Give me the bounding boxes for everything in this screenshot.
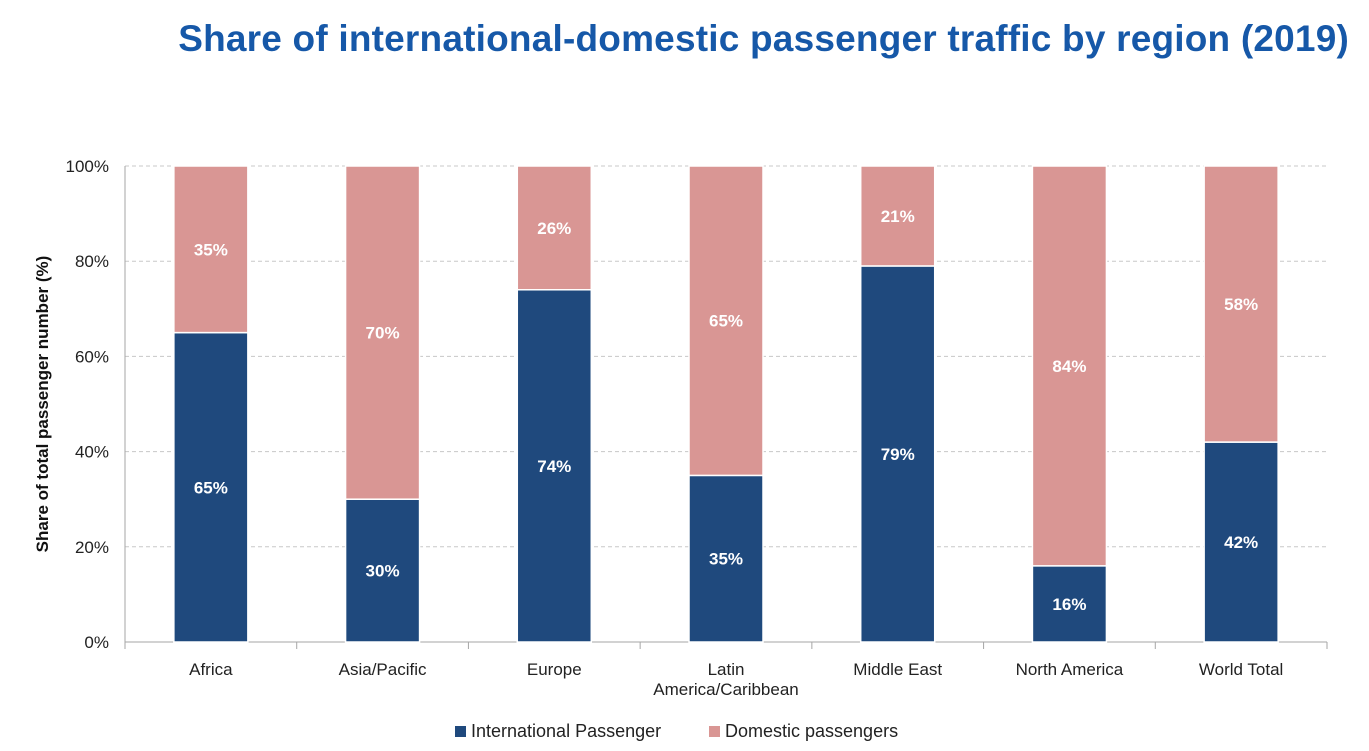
- bar-domestic: [1203, 165, 1279, 443]
- x-tick-label: Middle East: [853, 660, 942, 679]
- bar-domestic: [859, 165, 936, 267]
- data-label: 74%: [537, 457, 571, 476]
- data-label: 70%: [366, 324, 400, 343]
- chart-title: Share of international-domestic passenge…: [178, 18, 1349, 59]
- y-axis-title: Share of total passenger number (%): [33, 256, 52, 553]
- x-tick-label-line: North America: [1016, 660, 1124, 679]
- bar-domestic: [516, 165, 593, 291]
- data-label: 79%: [881, 445, 915, 464]
- bar-domestic: [688, 165, 764, 477]
- bars: [173, 165, 1279, 643]
- legend-label: Domestic passengers: [725, 721, 898, 741]
- legend-swatch: [709, 726, 720, 737]
- legend-label: International Passenger: [471, 721, 661, 741]
- x-tick-label: Africa: [189, 660, 233, 679]
- legend: International Passenger Domestic passenge…: [455, 721, 898, 741]
- bar-domestic: [1031, 165, 1108, 567]
- bar-domestic: [344, 165, 421, 500]
- bar-international: [1203, 441, 1279, 643]
- gridlines: [125, 165, 1327, 548]
- bar-international: [859, 265, 936, 643]
- data-label: 26%: [537, 219, 571, 238]
- y-tick-label: 60%: [75, 347, 109, 366]
- x-tick-label-line: Africa: [189, 660, 233, 679]
- bar-international: [344, 498, 421, 643]
- data-label: 30%: [366, 562, 400, 581]
- y-tick-label: 20%: [75, 538, 109, 557]
- y-tick-label: 100%: [66, 157, 109, 176]
- x-tick-label-line: Middle East: [853, 660, 942, 679]
- legend-swatch: [455, 726, 466, 737]
- x-tick-label-line: America/Caribbean: [653, 680, 799, 699]
- data-label: 35%: [194, 240, 228, 259]
- axes: 0% 20% 40% 60% 80% 100% Share of total passeng…: [33, 157, 1328, 699]
- bar-international: [173, 331, 249, 643]
- x-tick-label: Asia/Pacific: [339, 660, 427, 679]
- x-tick-label-line: Asia/Pacific: [339, 660, 427, 679]
- x-tick-label-line: Europe: [527, 660, 582, 679]
- y-tick-label: 40%: [75, 443, 109, 462]
- y-tick-label: 80%: [75, 252, 109, 271]
- x-tick-label: World Total: [1199, 660, 1283, 679]
- bar-international: [1031, 565, 1108, 643]
- data-label: 21%: [881, 207, 915, 226]
- x-tick-label: Europe: [527, 660, 582, 679]
- data-label: 84%: [1052, 357, 1086, 376]
- x-tick-label-line: Latin: [708, 660, 745, 679]
- bar-domestic: [173, 165, 249, 334]
- x-tick-label: North America: [1016, 660, 1124, 679]
- data-label: 35%: [709, 550, 743, 569]
- data-label: 65%: [194, 478, 228, 497]
- x-tick-label: Latin America/Caribbean: [653, 660, 799, 699]
- bar-international: [688, 474, 764, 643]
- bar-international: [516, 289, 593, 643]
- x-tick-label-line: World Total: [1199, 660, 1283, 679]
- data-labels: 65% 35% 30% 70% 74% 26% 35% 65% 79% 21% 16% 84% 42% 5…: [194, 207, 1258, 614]
- data-label: 65%: [709, 312, 743, 331]
- y-tick-label: 0%: [84, 633, 109, 652]
- data-label: 16%: [1052, 595, 1086, 614]
- data-label: 58%: [1224, 295, 1258, 314]
- data-label: 42%: [1224, 533, 1258, 552]
